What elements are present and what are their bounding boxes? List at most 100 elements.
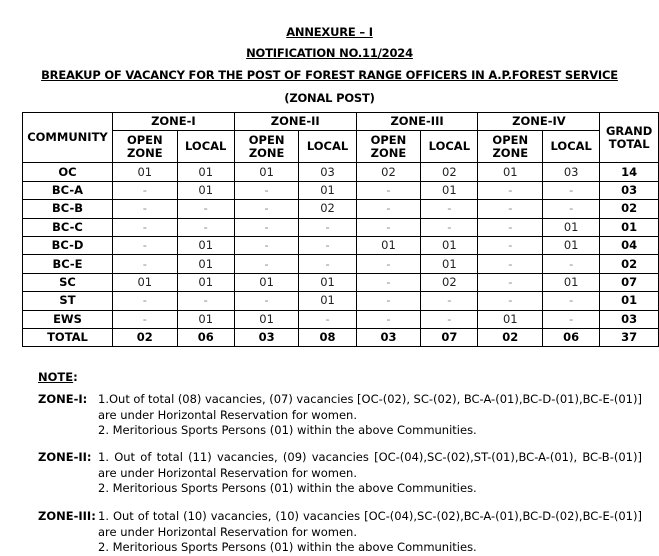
vacancy-cell: - [111,235,178,256]
vacancy-cell: - [298,217,357,237]
vacancy-cell: - [355,291,422,311]
vacancy-cell: 01 [420,180,479,201]
vacancy-cell: 01 [542,235,601,256]
community-cell: BC-E [22,254,113,274]
vacancy-cell: - [298,235,357,256]
zone-note-label: ZONE-I: [38,392,88,406]
vacancy-cell: - [542,180,601,201]
vacancy-cell: 01 [176,180,235,201]
vacancy-cell: 01 [233,162,300,182]
row-total-cell: 01 [599,291,659,311]
row-total-cell: 14 [599,162,659,182]
vacancy-cell: - [111,199,178,219]
vacancy-cell: - [111,291,178,311]
row-total-cell: 03 [599,180,659,201]
vacancy-cell: 01 [420,254,479,274]
zone-note-line2: are under Horizontal Reservation for wom… [98,465,357,480]
vacancy-cell: - [477,217,544,237]
vacancy-cell: 01 [176,162,235,182]
zone-note: ZONE-II: 1. Out of total (11) vacancies, (09) va… [38,450,642,497]
vacancy-cell: - [477,235,544,256]
row-total-cell: 02 [599,254,659,274]
table-row: BC-C - - - - - - -01 01 [22,217,659,237]
community-cell: BC-C [22,217,113,237]
vacancy-cell: 03 [355,327,422,348]
vacancy-cell: - [477,272,544,293]
vacancy-cell: - [355,272,422,293]
zone-note-text: 1.Out of total (08) vacancies, (07) vacancies[… [98,392,642,439]
vacancy-cell: - [420,309,479,329]
vacancy-cell: - [477,199,544,219]
vacancy-cell: 01 [355,235,422,256]
vacancy-cell: 02 [420,272,479,293]
vacancy-cell: - [111,217,178,237]
vacancy-cell: - [420,199,479,219]
zone-note-line1: 1. Out of total (10) vacancies, (10) vacancies[… [98,509,642,523]
open-zone-header: OPEN ZONE [355,130,422,164]
community-cell: BC-D [22,235,113,256]
zone-header: ZONE-I [111,111,235,132]
community-cell: ST [22,291,113,311]
table-row: BC-D -01- -01 01-01 04 [22,235,659,256]
notification-number: NOTIFICATION NO.11/2024 [246,46,413,60]
zone-note-text: 1. Out of total (10) vacancies, (10) vacancies[… [98,509,642,556]
community-cell: BC-A [22,180,113,201]
vacancy-cell: 01 [176,254,235,274]
vacancy-cell: 02 [420,162,479,182]
table-row: BC-B - - -02- - - -02 [22,199,659,219]
vacancy-cell: 01 [477,309,544,329]
vacancy-cell: - [233,217,300,237]
vacancy-cell: - [355,199,422,219]
row-total-cell: 02 [599,199,659,219]
zone-note-text: 1. Out of total (11) vacancies, (09) vacancies[… [98,450,642,497]
zone-header: ZONE-IV [477,111,601,132]
vacancy-cell: - [355,309,422,329]
vacancy-cell: 02 [477,327,544,348]
vacancy-cell: - [542,291,601,311]
vacancy-cell: 01 [233,309,300,329]
vacancy-cell: - [233,180,300,201]
vacancy-cell: - [233,291,300,311]
vacancy-cell: - [176,217,235,237]
vacancy-cell: - [542,309,601,329]
vacancy-cell: - [542,254,601,274]
vacancy-cell: 07 [420,327,479,348]
community-cell: TOTAL [22,327,113,348]
table-row: OC 01 01 01 03 02 02 01 03 14 [22,162,659,182]
row-total-cell: 07 [599,272,659,293]
vacancy-cell: - [176,291,235,311]
grand-total-header: GRAND TOTAL [599,111,659,164]
vacancy-cell: 06 [176,327,235,348]
annexure-heading: ANNEXURE – I [286,25,373,39]
vacancy-cell: - [355,217,422,237]
vacancy-cell: - [477,291,544,311]
vacancy-cell: 02 [298,199,357,219]
vacancy-cell: 01 [542,272,601,293]
vacancy-cell: 02 [111,327,178,348]
vacancy-cell: 03 [542,162,601,182]
document-subtitle: (ZONAL POST) [284,91,375,105]
note-heading: NOTE: [38,370,78,384]
vacancy-cell: - [420,217,479,237]
zone-note: ZONE-III: 1. Out of total (10) vacancies, (10) v… [38,509,642,556]
zone-note-label: ZONE-III: [38,509,96,523]
vacancy-cell: - [111,180,178,201]
community-cell: OC [22,162,113,182]
vacancy-table: COMMUNITY ZONE-I ZONE-II ZONE-III ZONE-I… [22,111,659,348]
community-cell: EWS [22,309,113,329]
open-zone-header: OPEN ZONE [233,130,300,164]
vacancy-cell: - [355,254,422,274]
vacancy-cell: 08 [298,327,357,348]
zone-note-line3: 2. Meritorious Sports Persons (01) withi… [98,540,477,554]
vacancy-cell: - [111,309,178,329]
vacancy-cell: 02 [355,162,422,182]
vacancy-cell: - [233,235,300,256]
vacancy-cell: 01 [298,291,357,311]
local-header: LOCAL [542,130,601,164]
vacancy-cell: - [298,309,357,329]
open-zone-header: OPEN ZONE [477,130,544,164]
vacancy-cell: 01 [477,162,544,182]
vacancy-cell: - [477,180,544,201]
vacancy-cell: 03 [298,162,357,182]
vacancy-cell: - [420,291,479,311]
